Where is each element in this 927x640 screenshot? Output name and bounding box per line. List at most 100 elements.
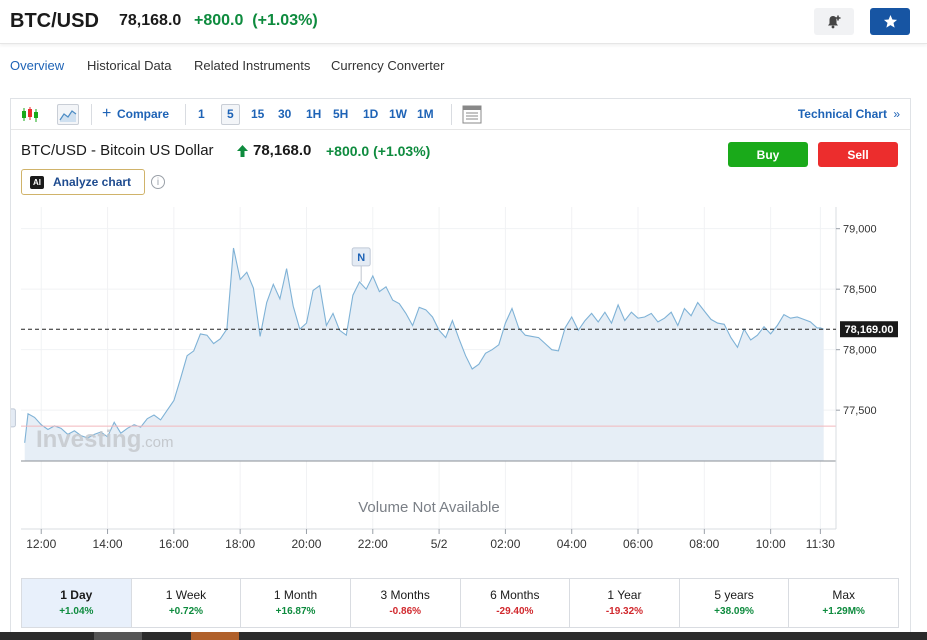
interval-1m[interactable]: 1M (417, 107, 434, 121)
x-tick-label: 11:30 (806, 537, 835, 551)
interval-15[interactable]: 15 (251, 107, 265, 121)
range-tab-change: +1.29M% (822, 606, 865, 617)
news-marker[interactable] (11, 408, 16, 428)
footer-block (191, 632, 239, 640)
double-chevron-right-icon: » (893, 107, 900, 121)
range-tab[interactable]: Max +1.29M% (789, 579, 898, 627)
candlestick-icon[interactable] (21, 106, 39, 123)
range-tab-label: Max (832, 588, 856, 602)
nav-currency-converter[interactable]: Currency Converter (331, 58, 445, 73)
header-change-pct: (+1.03%) (252, 12, 318, 29)
instrument-change-value: +800.0 (326, 143, 370, 159)
symbol-title: BTC/USD (10, 10, 99, 32)
info-icon[interactable]: i (151, 175, 165, 189)
footer-strip (0, 632, 927, 640)
price-line (24, 247, 824, 443)
range-tab[interactable]: 1 Month +16.87% (241, 579, 351, 627)
footer-block (94, 632, 142, 640)
technical-chart-label: Technical Chart (797, 107, 887, 121)
range-tab[interactable]: 5 years +38.09% (680, 579, 790, 627)
interval-1w[interactable]: 1W (389, 107, 407, 121)
range-tab-change: +1.04% (59, 606, 94, 617)
news-marker-label: N (357, 252, 365, 264)
x-tick-label: 22:00 (358, 537, 388, 551)
range-tab[interactable]: 1 Day +1.04% (22, 579, 132, 627)
x-tick-label: 20:00 (291, 537, 321, 551)
plus-icon: + (102, 105, 112, 122)
instrument-name: BTC/USD - Bitcoin US Dollar (21, 142, 214, 159)
y-tick-label: 78,500 (843, 284, 877, 296)
create-alert-button[interactable] (814, 8, 854, 35)
chart-toolbar: + Compare 1 5 15 30 1H 5H 1D 1W 1M Techn… (11, 99, 910, 130)
x-tick-label: 12:00 (26, 537, 56, 551)
range-tab-label: 6 Months (490, 588, 540, 602)
interval-5[interactable]: 5 (227, 107, 234, 121)
range-tab-label: 1 Day (60, 588, 93, 602)
buy-button[interactable]: Buy (728, 142, 808, 167)
nav-historical-data[interactable]: Historical Data (87, 58, 172, 73)
price-chart[interactable]: Investing .com 79,000 78,500 78,000 77,500 12… (11, 207, 910, 640)
range-tab-label: 3 Months (380, 588, 430, 602)
sell-button[interactable]: Sell (818, 142, 898, 167)
x-tick-label: 10:00 (756, 537, 786, 551)
watchlist-button[interactable] (870, 8, 910, 35)
ai-icon: AI (30, 176, 44, 189)
nav-overview[interactable]: Overview (10, 58, 65, 73)
range-tab[interactable]: 1 Week +0.72% (132, 579, 242, 627)
range-tab[interactable]: 3 Months -0.86% (351, 579, 461, 627)
header-price: 78,168.0 (119, 12, 182, 29)
range-tab-change: +38.09% (714, 606, 754, 617)
table-view-icon[interactable] (462, 105, 482, 124)
instrument-change-pct: (+1.03%) (373, 143, 431, 159)
area-chart-icon (59, 110, 77, 122)
volume-not-available-label: Volume Not Available (358, 499, 499, 516)
x-tick-label: 16:00 (159, 537, 189, 551)
range-tab-change: +0.72% (168, 606, 204, 617)
range-tab-label: 1 Month (273, 588, 318, 602)
toolbar-divider (451, 104, 452, 125)
x-tick-label: 14:00 (93, 537, 123, 551)
interval-1d[interactable]: 1D (363, 107, 379, 121)
interval-30[interactable]: 30 (278, 107, 292, 121)
x-tick-label: 02:00 (490, 537, 520, 551)
range-tab-label: 1 Year (607, 588, 642, 602)
current-price-tag (840, 321, 898, 338)
compare-button[interactable]: Compare (117, 107, 170, 121)
watermark-suffix: .com (141, 434, 174, 451)
range-tab-change: -0.86% (389, 606, 422, 617)
watermark-logo: Investing (36, 426, 141, 453)
interval-1h[interactable]: 1H (306, 107, 322, 121)
x-tick-label: 18:00 (225, 537, 255, 551)
analyze-chart-button[interactable]: AI Analyze chart (21, 169, 145, 195)
price-area (24, 248, 824, 461)
y-tick-label: 79,000 (843, 224, 877, 236)
range-tab-label: 5 years (714, 588, 754, 602)
range-tab[interactable]: 6 Months -29.40% (461, 579, 571, 627)
interval-5h[interactable]: 5H (333, 107, 349, 121)
range-tab-change: +16.87% (275, 606, 316, 617)
analyze-chart-label: Analyze chart (53, 175, 132, 189)
current-price-label: 78,169.00 (845, 324, 894, 336)
header-change: +800.0 (+1.03%) (194, 12, 318, 30)
x-tick-label: 06:00 (623, 537, 653, 551)
bell-plus-icon (828, 15, 841, 28)
interval-1[interactable]: 1 (198, 107, 205, 121)
x-tick-label: 04:00 (557, 537, 587, 551)
instrument-change: +800.0 (+1.03%) (326, 143, 430, 159)
range-tab[interactable]: 1 Year -19.32% (570, 579, 680, 627)
performance-ranges: 1 Day +1.04% 1 Week +0.72% 1 Month +16.87% 3 M… (21, 578, 899, 628)
technical-chart-link[interactable]: Technical Chart » (798, 107, 900, 121)
instrument-price: 78,168.0 (253, 142, 312, 159)
toolbar-divider (91, 104, 92, 125)
interval-selected-frame (221, 104, 240, 125)
star-icon (883, 14, 897, 28)
y-tick-label: 78,000 (843, 345, 877, 357)
up-arrow-icon (237, 145, 248, 157)
x-tick-label: 08:00 (689, 537, 719, 551)
news-marker[interactable] (351, 247, 371, 267)
area-chart-toggle[interactable] (57, 104, 79, 125)
y-tick-label: 77,500 (843, 405, 877, 417)
chart-card: + Compare 1 5 15 30 1H 5H 1D 1W 1M Techn… (10, 98, 911, 640)
nav-related-instruments[interactable]: Related Instruments (194, 58, 311, 73)
range-tab-change: -19.32% (605, 606, 644, 617)
